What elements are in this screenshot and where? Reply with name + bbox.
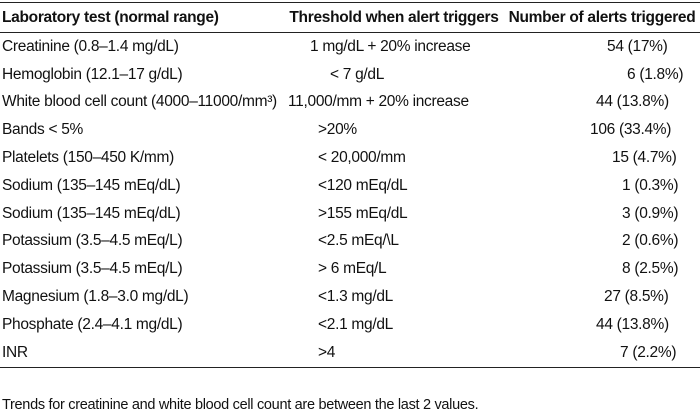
cell-alert-count: 44 (13.8%) <box>596 315 669 333</box>
table-row: INR >4 7 (2.2%) <box>0 339 700 368</box>
table-row: Potassium (3.5–4.5 mEq/L) <2.5 mEq/\L 2 (0… <box>0 228 700 256</box>
cell-alert-count: 1 (0.3%) <box>622 176 679 194</box>
table-row: Magnesium (1.8–3.0 mg/dL) <1.3 mg/dL 27 (8… <box>0 283 700 311</box>
cell-threshold: > 6 mEq/L <box>318 260 387 278</box>
table-row: White blood cell count (4000–11000/mm³) 1… <box>0 89 700 117</box>
table-row: Potassium (3.5–4.5 mEq/L) > 6 mEq/L 8 (2.5… <box>0 255 700 283</box>
header-row: Laboratory test (normal range) Threshold… <box>0 2 700 33</box>
table-row: Phosphate (2.4–4.1 mg/dL) <2.1 mg/dL 44 (1… <box>0 311 700 339</box>
table-row: Sodium (135–145 mEq/dL) <120 mEq/dL 1 (0.3… <box>0 172 700 200</box>
cell-lab-test: White blood cell count (4000–11000/mm³) <box>2 93 277 111</box>
cell-lab-test: Potassium (3.5–4.5 mEq/L) <box>2 232 183 250</box>
cell-alert-count: 44 (13.8%) <box>596 93 669 111</box>
cell-lab-test: Creatinine (0.8–1.4 mg/dL) <box>2 37 179 55</box>
cell-threshold: <120 mEq/dL <box>318 176 408 194</box>
cell-lab-test: Potassium (3.5–4.5 mEq/L) <box>2 260 183 278</box>
cell-lab-test: Hemoglobin (12.1–17 g/dL) <box>2 65 183 83</box>
cell-lab-test: Platelets (150–450 K/mm) <box>2 149 174 167</box>
cell-alert-count: 106 (33.4%) <box>590 121 672 139</box>
cell-alert-count: 15 (4.7%) <box>612 149 677 167</box>
cell-alert-count: 27 (8.5%) <box>604 288 669 306</box>
cell-lab-test: Sodium (135–145 mEq/dL) <box>2 204 181 222</box>
cell-threshold: <1.3 mg/dL <box>318 288 393 306</box>
cell-threshold: >4 <box>318 343 336 361</box>
cell-alert-count: 2 (0.6%) <box>622 232 679 250</box>
cell-alert-count: 3 (0.9%) <box>622 204 679 222</box>
cell-threshold: 11,000/mm + 20% increase <box>288 93 469 111</box>
cell-lab-test: Phosphate (2.4–4.1 mg/dL) <box>2 315 183 333</box>
cell-lab-test: Magnesium (1.8–3.0 mg/dL) <box>2 288 189 306</box>
cell-lab-test: INR <box>2 343 28 361</box>
table-footnote: Trends for creatinine and white blood ce… <box>2 397 479 413</box>
table-row: Platelets (150–450 K/mm) < 20,000/mm 15 (4… <box>0 144 700 172</box>
cell-threshold: >155 mEq/dL <box>318 204 408 222</box>
header-alert-count: Number of alerts triggered <box>508 8 696 26</box>
cell-alert-count: 7 (2.2%) <box>620 343 677 361</box>
table-row: Bands < 5% >20% 106 (33.4%) <box>0 116 700 144</box>
cell-threshold: <2.1 mg/dL <box>318 315 393 333</box>
header-threshold: Threshold when alert triggers <box>289 8 499 26</box>
cell-threshold: <2.5 mEq/\L <box>318 232 399 250</box>
table-row: Hemoglobin (12.1–17 g/dL) < 7 g/dL 6 (1.8%… <box>0 61 700 89</box>
cell-lab-test: Bands < 5% <box>2 121 84 139</box>
cell-threshold: >20% <box>318 121 357 139</box>
header-lab-test: Laboratory test (normal range) <box>2 8 219 26</box>
cell-threshold: < 20,000/mm <box>318 149 406 167</box>
cell-alert-count: 6 (1.8%) <box>627 65 684 83</box>
cell-lab-test: Sodium (135–145 mEq/dL) <box>2 176 181 194</box>
table-row: Creatinine (0.8–1.4 mg/dL) 1 mg/dL + 20% … <box>0 33 700 61</box>
cell-threshold: < 7 g/dL <box>330 65 385 83</box>
table-body: Creatinine (0.8–1.4 mg/dL) 1 mg/dL + 20% … <box>0 33 700 368</box>
cell-threshold: 1 mg/dL + 20% increase <box>310 37 471 55</box>
table-row: Sodium (135–145 mEq/dL) >155 mEq/dL 3 (0.9… <box>0 200 700 228</box>
lab-alerts-table: Laboratory test (normal range) Threshold… <box>0 2 700 368</box>
cell-alert-count: 8 (2.5%) <box>622 260 679 278</box>
cell-alert-count: 54 (17%) <box>607 37 668 55</box>
table-header: Laboratory test (normal range) Threshold… <box>0 2 700 33</box>
